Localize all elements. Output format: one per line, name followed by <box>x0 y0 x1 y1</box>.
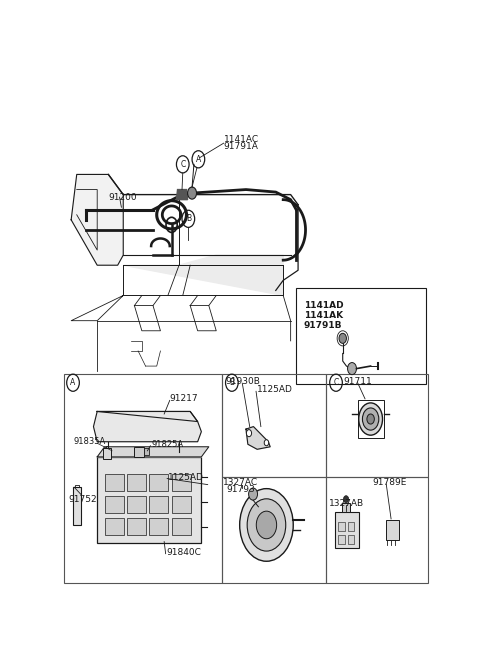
Text: 91930B: 91930B <box>226 377 261 386</box>
Bar <box>105 496 124 513</box>
Bar <box>296 288 426 384</box>
Text: B: B <box>229 378 234 387</box>
Circle shape <box>339 333 347 343</box>
Text: 1141AK: 1141AK <box>304 311 343 320</box>
Text: A: A <box>71 378 76 387</box>
Bar <box>127 496 146 513</box>
Bar <box>97 457 202 542</box>
Circle shape <box>247 499 286 551</box>
Text: A: A <box>196 155 201 164</box>
Bar <box>127 517 146 535</box>
Text: 91840C: 91840C <box>166 548 201 557</box>
Bar <box>358 400 384 438</box>
Bar <box>385 520 398 540</box>
Bar <box>127 474 146 491</box>
Circle shape <box>344 496 348 503</box>
Text: 1125AD: 1125AD <box>168 472 204 481</box>
Text: 1327AB: 1327AB <box>329 499 364 508</box>
Polygon shape <box>94 411 202 441</box>
Bar <box>348 522 354 531</box>
Bar <box>64 373 222 583</box>
Bar <box>326 477 428 583</box>
Bar <box>73 487 81 525</box>
Circle shape <box>240 489 293 561</box>
Bar <box>144 448 148 455</box>
Bar <box>149 496 168 513</box>
Text: 1125AD: 1125AD <box>257 385 293 394</box>
Text: 1141AC: 1141AC <box>224 135 259 143</box>
Bar <box>326 373 428 477</box>
Bar <box>103 448 111 459</box>
Circle shape <box>367 414 374 424</box>
Bar <box>134 447 144 457</box>
Bar <box>105 474 124 491</box>
Bar <box>222 373 326 477</box>
Text: 91789E: 91789E <box>372 477 407 487</box>
Text: C: C <box>334 378 339 387</box>
Bar <box>172 474 191 491</box>
Bar <box>335 512 360 548</box>
Text: 91793: 91793 <box>226 485 255 494</box>
Bar <box>222 477 326 583</box>
Text: 91711: 91711 <box>344 377 372 386</box>
Bar <box>172 496 191 513</box>
Bar <box>348 534 354 544</box>
Text: 91217: 91217 <box>170 394 198 403</box>
Polygon shape <box>177 189 188 200</box>
Bar <box>342 503 350 512</box>
Text: B: B <box>186 214 191 223</box>
Polygon shape <box>246 426 270 449</box>
Text: 1141AD: 1141AD <box>304 301 343 310</box>
Polygon shape <box>71 174 123 265</box>
Bar <box>338 534 345 544</box>
Circle shape <box>249 488 258 500</box>
Text: 1327AC: 1327AC <box>223 477 258 487</box>
Text: 91752: 91752 <box>68 495 97 504</box>
Circle shape <box>246 430 252 437</box>
Circle shape <box>359 403 383 435</box>
Text: 91200: 91200 <box>108 193 137 202</box>
Circle shape <box>348 363 357 375</box>
Bar <box>105 517 124 535</box>
Text: 91791B: 91791B <box>304 321 342 330</box>
Circle shape <box>256 511 276 539</box>
Text: C: C <box>180 160 185 169</box>
Polygon shape <box>97 447 209 457</box>
Polygon shape <box>123 255 283 295</box>
Circle shape <box>188 187 196 199</box>
Text: 91791A: 91791A <box>224 142 259 151</box>
Text: 91835A: 91835A <box>73 438 105 446</box>
Circle shape <box>264 440 269 446</box>
Circle shape <box>362 408 379 430</box>
Bar <box>172 517 191 535</box>
Bar <box>149 474 168 491</box>
Bar <box>149 517 168 535</box>
Bar <box>338 522 345 531</box>
Text: 91825A: 91825A <box>151 440 183 449</box>
